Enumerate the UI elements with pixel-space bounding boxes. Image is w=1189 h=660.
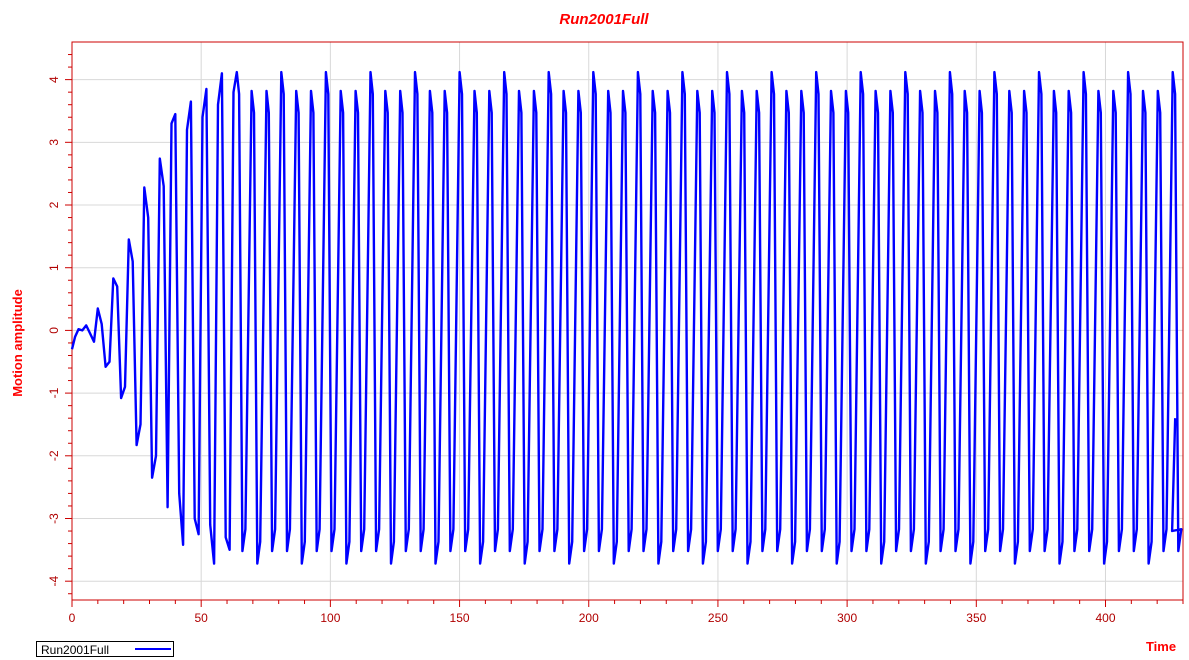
y-tick-label: 3 — [47, 139, 61, 146]
x-tick-label: 200 — [579, 611, 599, 625]
legend-swatch — [135, 648, 171, 650]
plot-border — [71, 41, 1184, 601]
y-tick-label: 1 — [47, 264, 61, 271]
axis-ticks: 0 50 100 150 200 250 300 350 400 -4 -3 -2 -1 0 1 2 3 4 — [47, 54, 1184, 625]
legend: Run2001Full — [36, 641, 174, 657]
y-tick-label: -2 — [47, 450, 61, 461]
x-axis-label: Time — [1146, 639, 1176, 654]
x-tick-label: 350 — [966, 611, 986, 625]
x-tick-label: 150 — [450, 611, 470, 625]
y-tick-label: 0 — [47, 327, 61, 334]
y-tick-label: -3 — [47, 513, 61, 524]
x-tick-label: 400 — [1095, 611, 1115, 625]
x-tick-label: 300 — [837, 611, 857, 625]
y-tick-label: 2 — [47, 201, 61, 208]
x-tick-label: 250 — [708, 611, 728, 625]
x-tick-label: 50 — [195, 611, 209, 625]
chart-title: Run2001Full — [559, 11, 649, 28]
y-axis-label: Motion amplitude — [10, 289, 25, 397]
x-tick-label: 100 — [320, 611, 340, 625]
y-tick-label: -4 — [47, 576, 61, 587]
series-layer — [70, 70, 1183, 565]
legend-label: Run2001Full — [41, 643, 110, 657]
series-line — [70, 70, 1183, 565]
x-tick-label: 0 — [69, 611, 76, 625]
y-tick-label: 4 — [47, 76, 61, 83]
y-tick-label: -1 — [47, 387, 61, 398]
